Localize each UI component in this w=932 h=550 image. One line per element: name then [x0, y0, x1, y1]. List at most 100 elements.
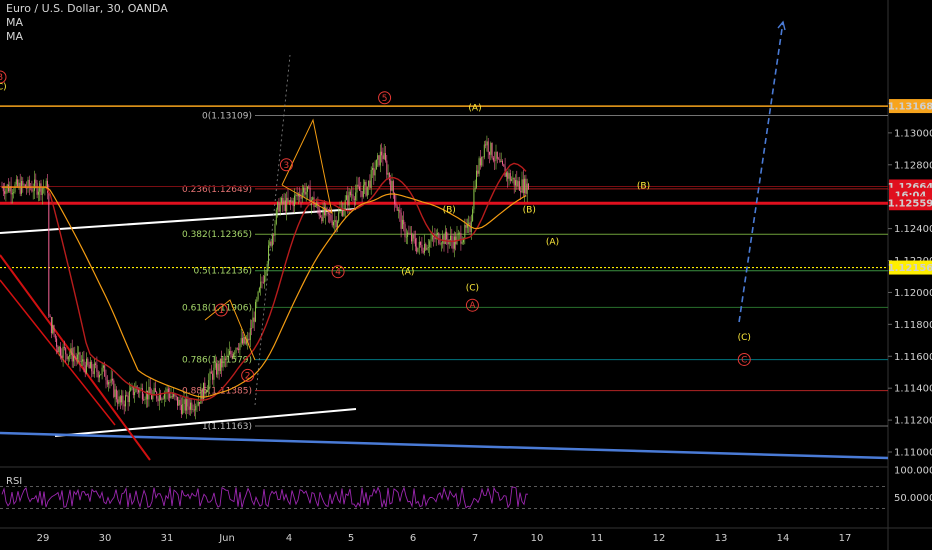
candles-group [1, 135, 529, 420]
wave-label-text: 5 [382, 94, 388, 104]
candle-body [121, 395, 123, 403]
candle-body [261, 281, 263, 283]
candle-body [83, 359, 85, 366]
candle-body [489, 152, 490, 155]
candle-body [166, 388, 168, 393]
candle-body [37, 191, 39, 195]
candle-body [5, 188, 7, 194]
candle-body [118, 396, 120, 404]
candle-body [476, 170, 477, 188]
candle-body [218, 363, 220, 371]
candle-body [429, 241, 431, 248]
candle-body [65, 347, 67, 355]
candle-body [322, 206, 324, 222]
candle-body [477, 170, 479, 174]
candle-body [264, 275, 266, 283]
candle-body [257, 291, 259, 300]
upper-channel-line [0, 208, 357, 234]
ma-indicator-1[interactable]: MA [6, 16, 24, 29]
price-badge-label: 16:04 [895, 190, 927, 201]
candle-body [230, 351, 232, 355]
candle-body [343, 209, 345, 216]
candle-body [56, 338, 58, 347]
candle-body [411, 233, 412, 242]
candle-body [179, 399, 181, 405]
candle-body [54, 334, 56, 339]
candle-body [404, 224, 406, 238]
candle-body [395, 203, 397, 207]
candle-body [190, 402, 191, 410]
candle-body [399, 209, 401, 213]
candle-body [372, 167, 373, 170]
candle-body [49, 315, 51, 318]
candle-body [309, 187, 311, 206]
wave-label-circle [378, 91, 392, 105]
candle-body [43, 187, 45, 189]
candle-body [509, 173, 511, 181]
candle-body [401, 219, 403, 229]
candle-body [413, 234, 415, 239]
candle-body [35, 179, 37, 184]
candle-body [144, 399, 146, 401]
candle-body [18, 182, 20, 187]
candle-body [331, 220, 333, 226]
candle-body [468, 222, 470, 224]
time-tick-label: 14 [777, 533, 790, 544]
candle-body [424, 243, 425, 253]
candle-body [507, 172, 509, 179]
projection-arrowhead [777, 20, 786, 31]
candle-body [496, 151, 498, 159]
candle-body [170, 396, 172, 399]
candle-body [242, 338, 243, 344]
candle-body [304, 187, 306, 195]
candle-body [521, 179, 523, 193]
candle-body [279, 203, 281, 212]
candle-body [456, 234, 458, 245]
candle-body [227, 354, 229, 356]
candle-body [231, 354, 233, 358]
candle-body [245, 341, 247, 344]
candle-body [249, 328, 251, 341]
candle-body [157, 398, 159, 402]
candle-body [80, 361, 82, 363]
price-tick-label: 1.12000 [894, 288, 932, 299]
candle-body [426, 247, 428, 250]
candle-body [524, 178, 526, 194]
candle-body [258, 287, 260, 292]
price-tick-label: 1.11400 [894, 384, 932, 395]
candle-body [385, 153, 386, 161]
candle-body [22, 180, 24, 186]
candle-body [15, 179, 17, 185]
candle-body [112, 378, 113, 381]
candle-body [178, 399, 180, 406]
candle-body [313, 197, 315, 207]
candle-body [374, 169, 376, 176]
candle-body [216, 363, 217, 375]
candle-body [135, 386, 137, 393]
candle-body [127, 395, 129, 403]
candle-body [132, 386, 134, 396]
candle-body [340, 208, 342, 211]
candle-body [70, 348, 72, 355]
fib-level-label: 0.236(1.12649) [182, 185, 252, 195]
ma-indicator-2[interactable]: MA [6, 30, 24, 43]
candle-body [123, 404, 125, 407]
candle-body [505, 172, 507, 177]
candle-body [53, 325, 55, 335]
candle-body [281, 197, 282, 204]
candle-body [446, 231, 448, 240]
candle-body [336, 221, 338, 228]
candle-body [329, 214, 331, 215]
candle-body [104, 365, 106, 377]
candle-body [405, 236, 407, 238]
time-tick-label: 29 [37, 533, 50, 544]
candle-body [465, 225, 467, 228]
candle-body [327, 209, 329, 215]
wave-label-text: 4 [335, 268, 341, 278]
time-tick-label: Jun [218, 533, 235, 544]
candle-body [499, 159, 501, 163]
wave-label-circle [241, 368, 255, 382]
candle-body [141, 388, 143, 400]
